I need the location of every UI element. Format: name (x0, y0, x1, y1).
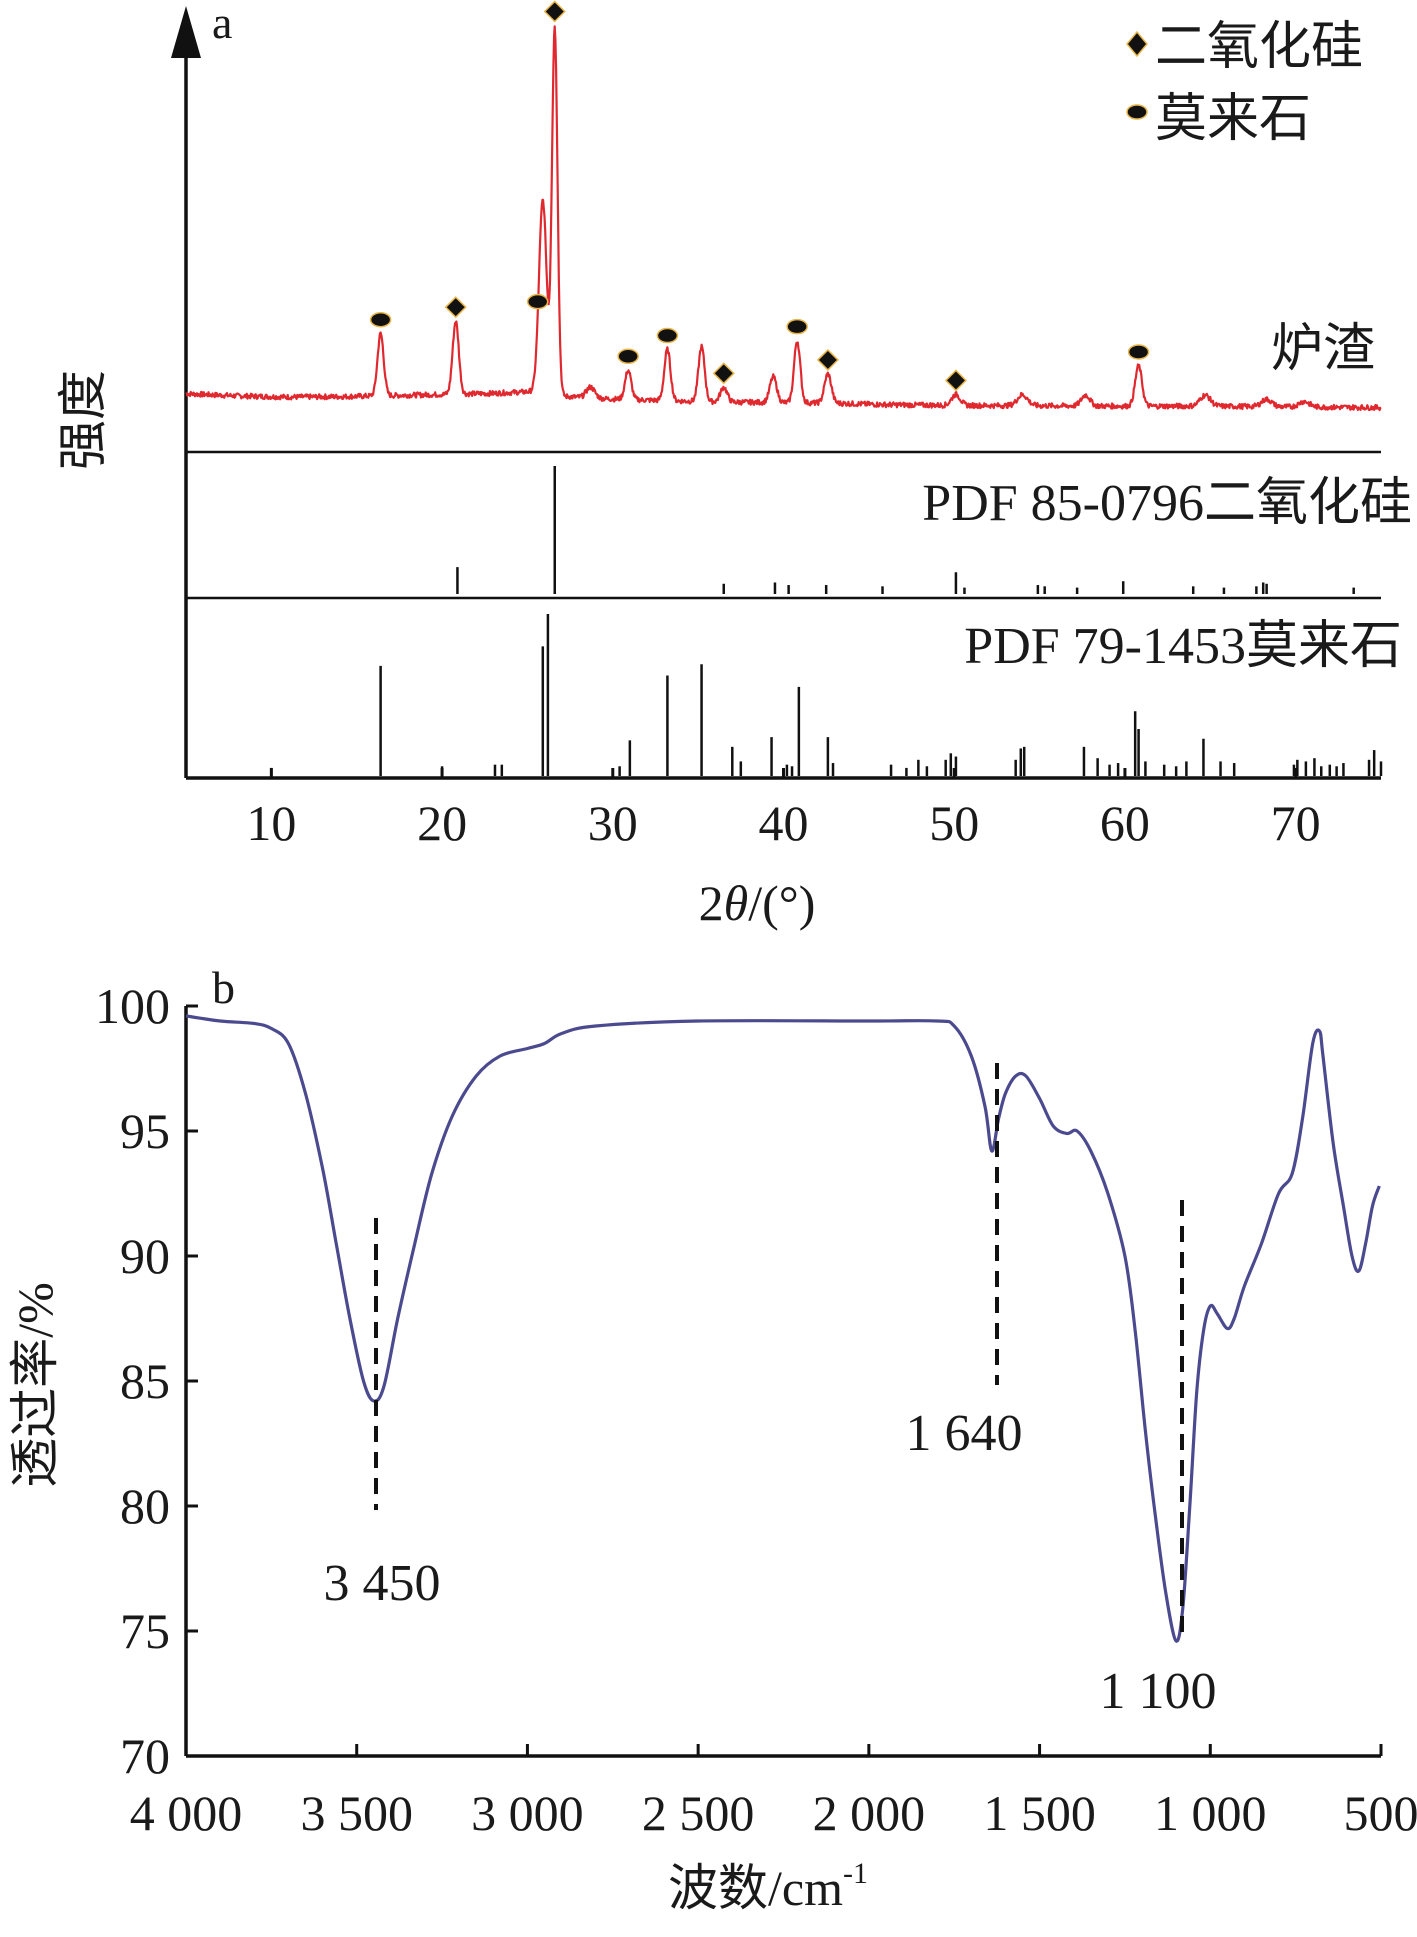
diamond-marker-icon (444, 296, 467, 319)
legend-label-mullite: 莫来石 (1155, 91, 1311, 148)
panel-b-y-tick-label: 100 (95, 978, 170, 1034)
ellipse-marker-icon (526, 293, 549, 310)
panel-a-x-tick-label: 40 (759, 795, 809, 851)
legend-ellipse-icon (1126, 104, 1148, 120)
diamond-marker-icon (944, 369, 967, 392)
panel-a-x-tick-label: 20 (417, 795, 467, 851)
ellipse-marker-icon (656, 327, 679, 344)
ellipse-marker-icon (786, 318, 808, 335)
panel-a-series-label: 炉渣 (1271, 321, 1375, 378)
panel-a-reference-2-lines (270, 614, 1383, 776)
panel-a-reference-1-label: PDF 85-0796二氧化硅 (922, 475, 1412, 532)
panel-b-x-tick-label: 2 000 (813, 1785, 926, 1841)
panel-a-x-tick-label: 70 (1271, 795, 1321, 851)
panel-b-label: b (212, 962, 235, 1013)
ellipse-marker-icon (369, 311, 392, 328)
diamond-marker-icon (816, 348, 839, 371)
annotation-1100: 1 100 (1100, 1663, 1217, 1720)
panel-b-x-tick-label: 2 500 (642, 1785, 755, 1841)
panel-b-x-axis-label: 波数/cm-1 (668, 1857, 868, 1916)
legend-label-silica: 二氧化硅 (1155, 19, 1363, 76)
annotation-3450: 3 450 (324, 1555, 441, 1612)
legend-diamond-icon (1126, 30, 1148, 58)
panel-b: b 4 000 3 500 3 000 2 500 2 000 1 500 1 000 500… (7, 962, 1417, 1916)
diamond-marker-icon (712, 362, 735, 385)
panel-b-x-tick-label: 3 500 (300, 1785, 413, 1841)
panel-a-peak-markers (369, 0, 1150, 392)
panel-a-reference-2-label: PDF 79-1453莫来石 (964, 618, 1402, 675)
panel-a-x-tick-label: 30 (588, 795, 638, 851)
ellipse-marker-icon (617, 348, 639, 365)
panel-b-y-ticks: 70 75 80 85 90 95 100 (95, 978, 198, 1784)
panel-b-x-tick-label: 1 500 (983, 1785, 1096, 1841)
panel-b-x-tick-label: 1 000 (1154, 1785, 1267, 1841)
panel-a-x-tick-label: 50 (929, 795, 979, 851)
panel-b-x-tick-label: 3 000 (471, 1785, 584, 1841)
panel-b-x-tick-label: 500 (1344, 1785, 1417, 1841)
panel-b-y-tick-label: 85 (120, 1353, 170, 1409)
panel-a-x-tick-label: 10 (246, 795, 296, 851)
panel-a-y-axis-label: 强度 (55, 370, 111, 470)
panel-a-xrd-curve (185, 25, 1382, 412)
annotation-1640: 1 640 (906, 1405, 1023, 1462)
panel-b-x-tick-label: 4 000 (130, 1785, 243, 1841)
panel-a-y-axis-arrow (171, 6, 201, 58)
panel-b-y-axis-label: 透过率/% (7, 1282, 63, 1488)
diamond-marker-icon (543, 0, 566, 23)
panel-a-label: a (212, 0, 232, 48)
panel-a-x-tick-label: 60 (1100, 795, 1150, 851)
panel-a-reference-1-lines (456, 466, 1355, 594)
panel-a: a 强度 2θ/(°) 10 20 30 40 50 60 70 炉渣 PDF 85-079… (55, 0, 1412, 931)
panel-b-ftir-curve (185, 1014, 1381, 1643)
panel-b-y-tick-label: 70 (120, 1728, 170, 1784)
panel-b-y-tick-label: 90 (120, 1228, 170, 1284)
panel-a-x-axis-label: 2θ/(°) (699, 875, 816, 931)
panel-b-y-tick-label: 95 (120, 1103, 170, 1159)
panel-b-y-tick-label: 75 (120, 1603, 170, 1659)
panel-b-y-tick-label: 80 (120, 1478, 170, 1534)
panel-a-x-ticks: 10 20 30 40 50 60 70 (246, 768, 1321, 851)
panel-a-legend: 二氧化硅 莫来石 (1126, 19, 1363, 148)
ellipse-marker-icon (1127, 344, 1150, 360)
panel-b-x-ticks: 4 000 3 500 3 000 2 500 2 000 1 500 1 000 500 (130, 1744, 1417, 1841)
